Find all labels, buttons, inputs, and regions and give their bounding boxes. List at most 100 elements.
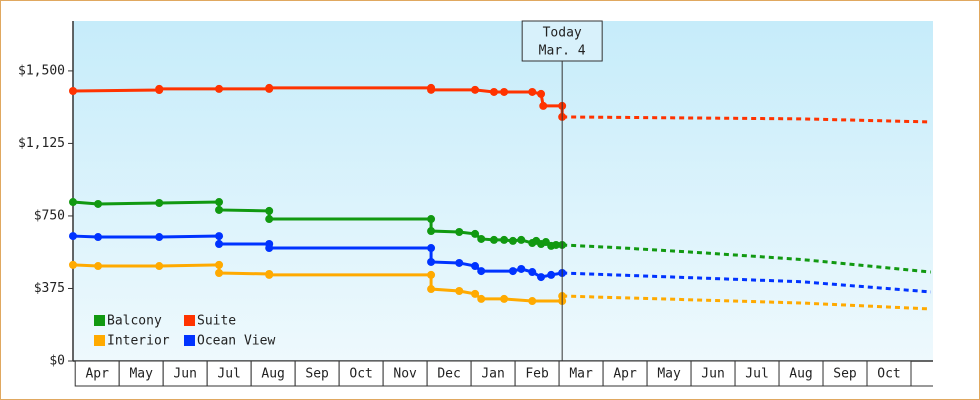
x-tick-label: Apr xyxy=(85,367,109,382)
point xyxy=(265,206,274,215)
point xyxy=(94,262,103,271)
legend-label: Balcony xyxy=(107,314,162,329)
today-date: Mar. 4 xyxy=(539,44,586,59)
point xyxy=(508,236,517,245)
point xyxy=(215,269,224,278)
month-cell xyxy=(734,360,780,387)
point xyxy=(471,85,480,94)
point xyxy=(265,244,274,253)
point xyxy=(94,199,103,208)
point xyxy=(155,233,164,242)
month-cell xyxy=(646,360,692,387)
point xyxy=(477,294,486,303)
point xyxy=(455,228,464,237)
y-tick-label: $375 xyxy=(34,281,65,296)
y-tick-label: $750 xyxy=(34,208,65,223)
point xyxy=(471,229,480,238)
legend-swatch xyxy=(94,335,105,346)
legend-swatch xyxy=(184,335,195,346)
x-tick-label: Nov xyxy=(393,367,417,382)
point xyxy=(477,234,486,243)
legend-label: Interior xyxy=(107,334,170,349)
series-line xyxy=(72,86,564,117)
point xyxy=(215,205,224,214)
x-tick-label: Jan xyxy=(481,367,504,382)
month-cell xyxy=(250,360,296,387)
point xyxy=(517,264,526,273)
legend-swatch xyxy=(184,315,195,326)
month-cell xyxy=(778,360,824,387)
point xyxy=(552,240,561,249)
point xyxy=(265,215,274,224)
point xyxy=(427,257,436,266)
point xyxy=(265,83,274,92)
x-tick-label: Apr xyxy=(613,367,637,382)
legend-label: Ocean View xyxy=(197,334,275,349)
x-tick-label: Sep xyxy=(833,367,857,382)
legend-swatch xyxy=(94,315,105,326)
x-tick-label: Jun xyxy=(701,367,724,382)
point xyxy=(427,270,436,279)
point xyxy=(427,227,436,236)
x-tick-label: Oct xyxy=(877,367,900,382)
point xyxy=(69,87,77,96)
point xyxy=(528,268,537,277)
plot-area xyxy=(73,21,933,361)
point xyxy=(500,87,509,96)
x-tick-label: Jul xyxy=(217,367,240,382)
point xyxy=(471,289,480,298)
point xyxy=(69,260,77,269)
month-cell xyxy=(866,360,912,387)
month-cell xyxy=(206,360,252,387)
point xyxy=(489,235,498,244)
point xyxy=(517,235,526,244)
point xyxy=(427,244,436,253)
point xyxy=(69,232,77,241)
point xyxy=(539,101,548,110)
point xyxy=(528,87,537,96)
point xyxy=(489,87,498,96)
point xyxy=(537,89,546,98)
point xyxy=(155,198,164,207)
month-cell xyxy=(74,360,120,387)
x-tick-label: Jul xyxy=(745,367,768,382)
point xyxy=(215,232,224,241)
point xyxy=(500,294,509,303)
x-tick-label: Jun xyxy=(173,367,196,382)
point xyxy=(500,235,509,244)
point xyxy=(528,297,537,306)
today-box xyxy=(521,20,603,62)
projection-line xyxy=(562,115,931,124)
point xyxy=(537,273,546,282)
month-cell xyxy=(294,360,340,387)
y-tick-label: $1,125 xyxy=(18,136,65,151)
point xyxy=(215,239,224,248)
series-line xyxy=(72,263,564,303)
month-cell xyxy=(118,360,164,387)
point xyxy=(215,198,224,207)
projection-line xyxy=(562,294,931,311)
x-tick-label: May xyxy=(657,367,681,382)
x-tick-label: May xyxy=(129,367,153,382)
month-cell xyxy=(426,360,472,387)
point xyxy=(265,270,274,279)
point xyxy=(427,85,436,94)
point xyxy=(215,84,224,93)
month-cell xyxy=(514,360,560,387)
x-tick-label: Oct xyxy=(349,367,372,382)
point xyxy=(508,267,517,276)
y-tick-label: $1,500 xyxy=(18,63,65,78)
x-tick-label: Mar xyxy=(569,367,593,382)
point xyxy=(455,286,464,295)
point xyxy=(427,215,436,224)
x-tick-label: Aug xyxy=(789,367,812,382)
month-cell xyxy=(162,360,208,387)
point xyxy=(155,262,164,271)
x-tick-label: Feb xyxy=(525,367,549,382)
point xyxy=(69,198,77,207)
point xyxy=(155,84,164,93)
point xyxy=(477,267,486,276)
projection-line xyxy=(562,271,931,294)
